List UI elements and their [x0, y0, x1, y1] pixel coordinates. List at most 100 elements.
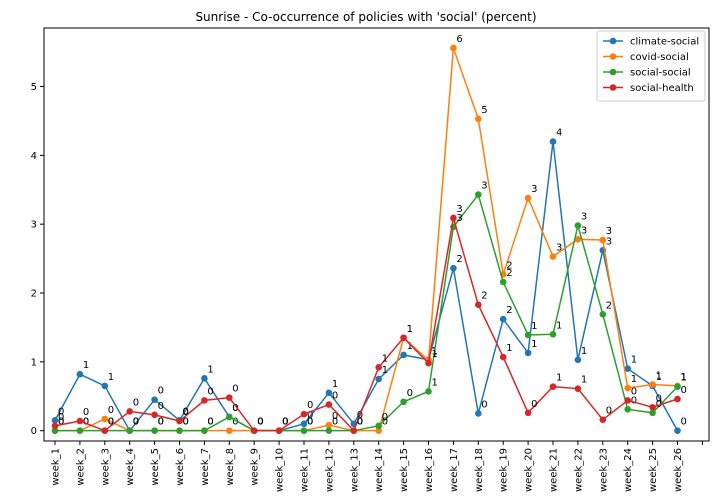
x-tick-label: week_20: [524, 448, 535, 492]
x-tick-label: week_23: [598, 448, 609, 492]
data-label: 0: [108, 417, 114, 428]
data-point: [499, 353, 507, 361]
data-label: 0: [382, 417, 388, 428]
data-label: 0: [108, 405, 114, 416]
data-label: 1: [407, 324, 413, 335]
x-tick-label: week_6: [175, 448, 186, 486]
data-label: 0: [257, 417, 263, 428]
data-point: [151, 427, 158, 434]
data-point: [574, 222, 582, 229]
data-point: [649, 403, 656, 411]
data-point: [300, 410, 308, 418]
data-point: [549, 138, 557, 145]
data-point: [151, 396, 158, 404]
data-label: 0: [133, 417, 139, 428]
data-label: 0: [232, 403, 238, 414]
y-tick-label: 0: [31, 426, 37, 437]
data-label: 3: [531, 184, 537, 195]
data-point: [101, 415, 109, 423]
series-line: [54, 141, 679, 433]
data-point: [176, 427, 183, 434]
legend-marker: [609, 53, 617, 60]
data-point: [76, 370, 84, 378]
data-label: 2: [506, 268, 512, 279]
data-label: 0: [83, 417, 89, 428]
data-label: 6: [456, 34, 462, 45]
data-label: 1: [631, 355, 637, 366]
data-label: 3: [606, 226, 612, 237]
data-point: [624, 406, 631, 413]
data-label: 1: [382, 353, 388, 364]
data-point: [226, 427, 233, 434]
data-label: 0: [257, 417, 263, 428]
data-label: 1: [432, 377, 438, 388]
x-tick-label: week_5: [150, 448, 161, 486]
x-tick-label: week_8: [225, 448, 236, 486]
data-label: 1: [581, 375, 587, 386]
legend-box: [596, 30, 706, 102]
data-label: 0: [183, 417, 189, 428]
series-line: [54, 217, 678, 433]
data-point: [674, 427, 681, 434]
data-point: [599, 236, 607, 244]
data-label: 2: [506, 305, 512, 316]
data-point: [176, 417, 183, 425]
data-label: 0: [257, 417, 263, 428]
data-point: [674, 395, 681, 403]
data-point: [151, 411, 158, 419]
data-point: [450, 264, 457, 272]
data-label: 1: [108, 372, 114, 383]
data-label: 0: [58, 417, 64, 428]
data-label: 1: [531, 339, 537, 350]
data-label: 0: [133, 397, 139, 408]
data-point: [450, 44, 457, 52]
series-line: [55, 47, 678, 432]
y-tick-label: 2: [31, 289, 37, 300]
data-label: 0: [307, 400, 313, 411]
legend-marker: [609, 84, 617, 91]
data-point: [624, 365, 631, 373]
data-point: [126, 427, 133, 434]
data-point: [599, 416, 607, 423]
data-point: [400, 398, 407, 406]
data-point: [425, 359, 432, 367]
x-tick-label: week_10: [275, 448, 286, 492]
data-point: [101, 427, 109, 434]
data-point: [375, 422, 383, 430]
x-tick-label: week_2: [75, 448, 86, 486]
data-label: 0: [332, 411, 338, 422]
data-label: 0: [183, 407, 189, 418]
data-label: 1: [382, 365, 388, 376]
legend-label: social-social: [630, 68, 691, 79]
data-label: 2: [606, 300, 612, 311]
data-label: 1: [581, 346, 587, 357]
data-label: 0: [282, 417, 288, 428]
data-label: 1: [207, 364, 213, 375]
data-label: 0: [681, 417, 687, 428]
data-label: 0: [631, 386, 637, 397]
data-point: [499, 278, 507, 286]
data-label: 0: [382, 412, 388, 423]
data-point: [450, 214, 457, 222]
data-label: 0: [58, 412, 64, 423]
data-label: 0: [307, 417, 313, 428]
data-label: 0: [58, 406, 64, 417]
data-label: 1: [556, 373, 562, 384]
data-point: [325, 389, 333, 397]
data-point: [475, 410, 482, 417]
data-label: 3: [456, 213, 462, 224]
data-label: 0: [282, 417, 288, 428]
data-point: [76, 427, 84, 434]
data-point: [126, 408, 133, 415]
x-tick-label: week_17: [449, 448, 460, 492]
x-tick-label: week_24: [623, 448, 634, 492]
data-label: 0: [207, 386, 213, 397]
data-label: 0: [357, 417, 363, 428]
data-label: 4: [556, 128, 562, 139]
data-label: 0: [158, 417, 164, 428]
data-point: [574, 385, 582, 392]
data-point: [375, 364, 383, 371]
